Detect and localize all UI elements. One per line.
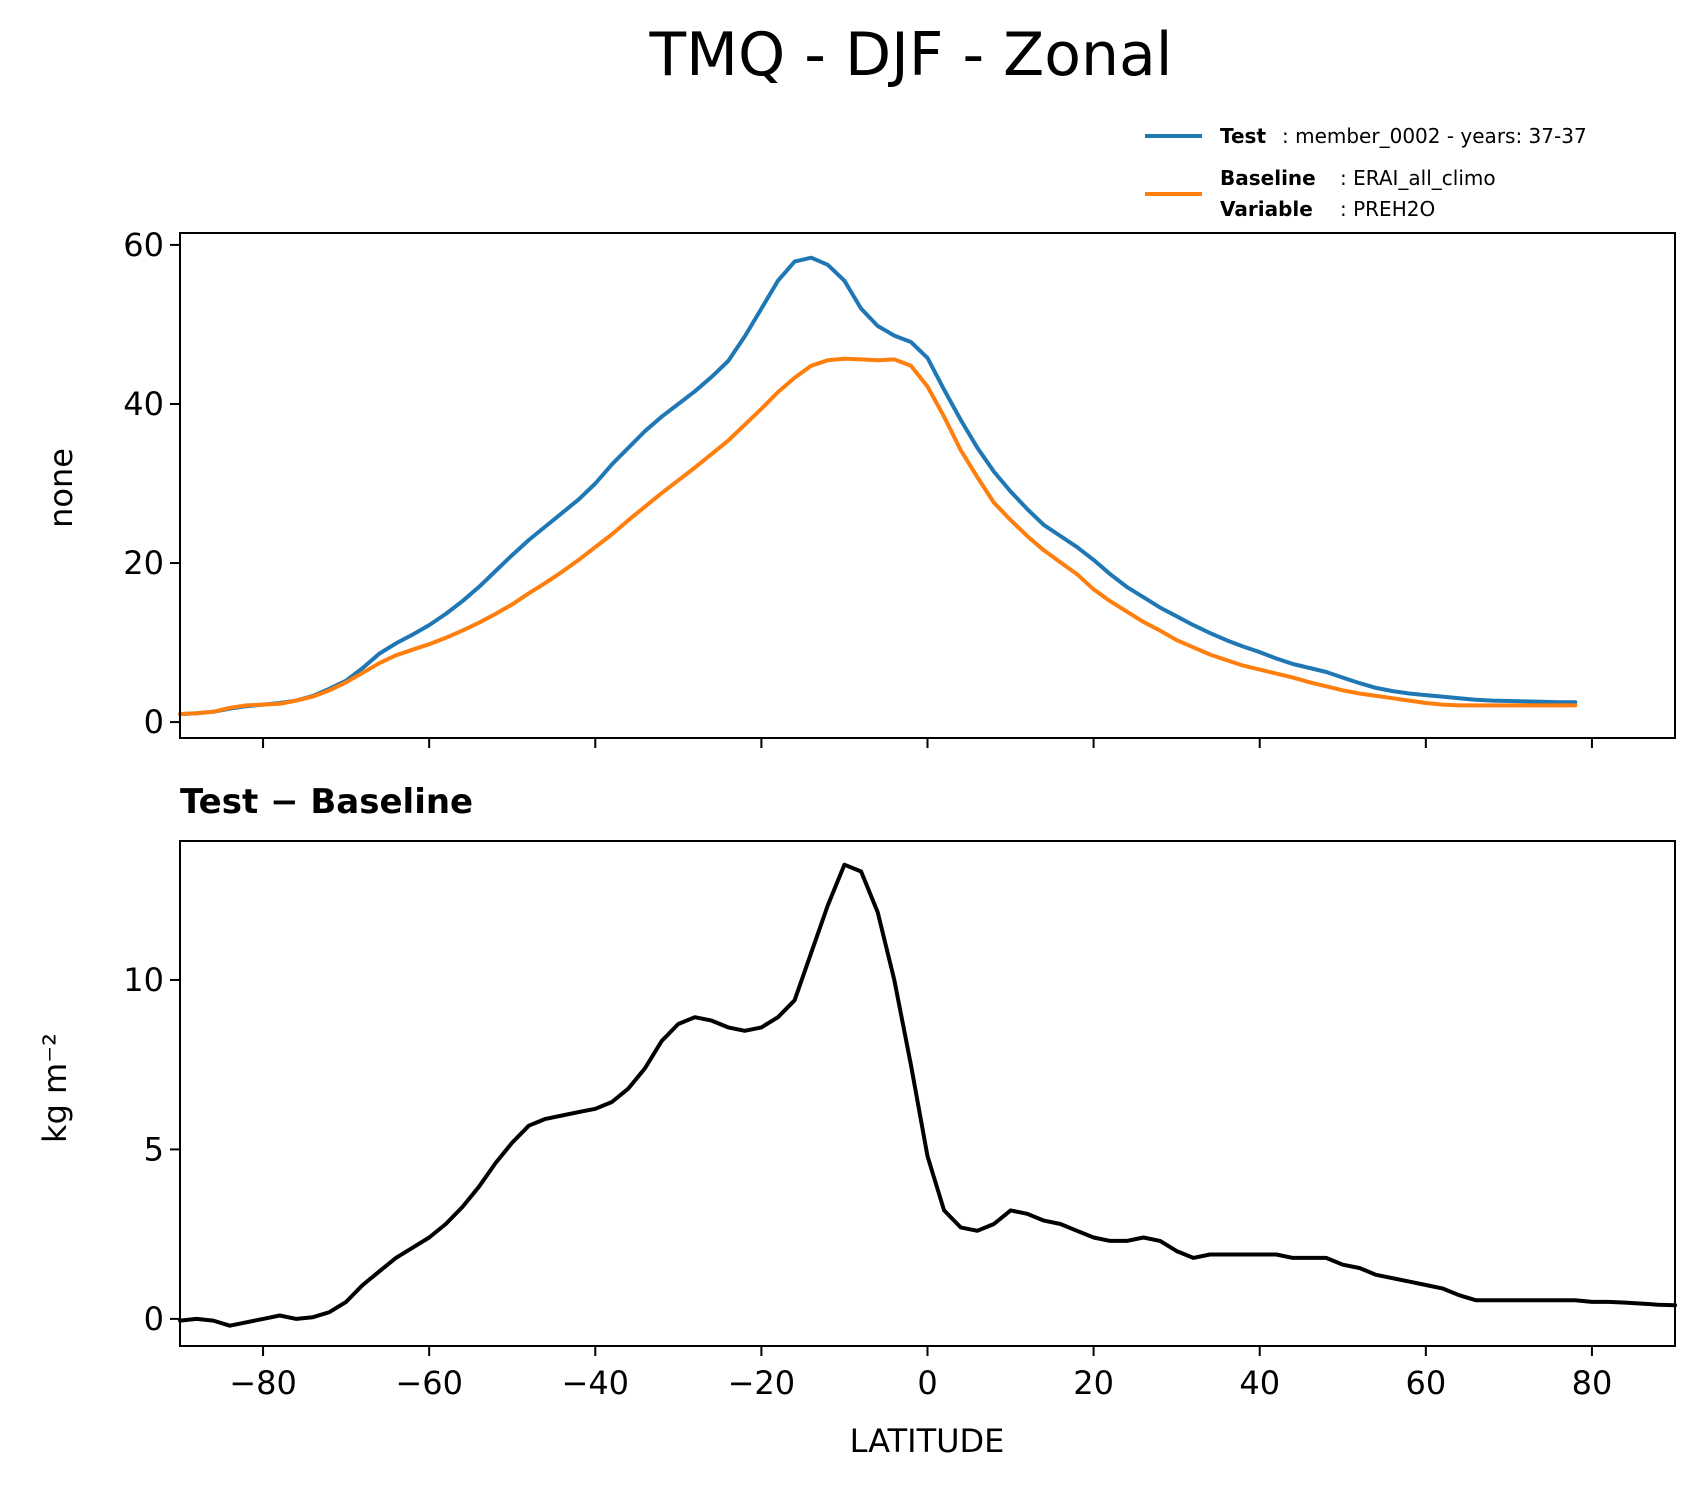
- top-ytick-label: 20: [123, 544, 164, 582]
- legend-variable-value: : PREH2O: [1340, 197, 1435, 221]
- bottom-ytick-label: 10: [123, 961, 164, 999]
- bottom-panel: Test − Baseline kg m⁻² 0 5 10 −80 −60 −40 −20…: [36, 782, 1677, 1460]
- bottom-xtick-label: 60: [1405, 1364, 1446, 1402]
- top-x-ticks: [262, 738, 1593, 748]
- bottom-xtick-label: 20: [1073, 1364, 1114, 1402]
- legend-test-label: Test: [1220, 124, 1266, 148]
- top-series-group: [178, 255, 1578, 717]
- bottom-xtick-label: −40: [562, 1364, 630, 1402]
- bottom-ytick-label: 0: [144, 1300, 164, 1338]
- legend-test-value: : member_0002 - years: 37-37: [1282, 124, 1587, 148]
- legend-variable-label: Variable: [1220, 197, 1313, 221]
- bottom-series-group: [178, 862, 1677, 1328]
- top-ytick-label: 40: [123, 385, 164, 423]
- bottom-ytick-label: 5: [144, 1130, 164, 1168]
- bottom-xtick-label: −20: [728, 1364, 796, 1402]
- top-series-line-test: [178, 255, 1578, 717]
- bottom-title: Test − Baseline: [180, 782, 473, 822]
- bottom-series-line-test-baseline: [178, 862, 1677, 1328]
- bottom-xtick-label: 40: [1239, 1364, 1280, 1402]
- bottom-xtick-label: −60: [395, 1364, 463, 1402]
- bottom-xtick-label: 80: [1572, 1364, 1613, 1402]
- bottom-plot-frame: [179, 840, 1676, 1347]
- top-ytick-label: 0: [144, 703, 164, 741]
- bottom-x-ticks: −80 −60 −40 −20 0 20 40 60 80: [229, 1346, 1612, 1402]
- top-series-line-baseline: [178, 356, 1578, 717]
- top-ylabel: none: [42, 448, 80, 528]
- top-y-ticks: 0 20 40 60: [123, 226, 180, 741]
- legend-baseline-label: Baseline: [1220, 166, 1316, 190]
- legend-baseline-value: : ERAI_all_climo: [1340, 166, 1496, 190]
- bottom-xtick-label: −80: [229, 1364, 297, 1402]
- figure-title: TMQ - DJF - Zonal: [649, 20, 1173, 90]
- top-plot-frame: [179, 232, 1676, 739]
- bottom-y-ticks: 0 5 10: [123, 961, 180, 1338]
- bottom-xtick-label: 0: [917, 1364, 937, 1402]
- bottom-xlabel: LATITUDE: [850, 1422, 1005, 1460]
- top-ytick-label: 60: [123, 226, 164, 264]
- legend: Test : member_0002 - years: 37-37 Baseli…: [1145, 124, 1587, 221]
- bottom-ylabel: kg m⁻²: [36, 1033, 74, 1143]
- top-panel: none 0 20 40 60: [42, 226, 1676, 748]
